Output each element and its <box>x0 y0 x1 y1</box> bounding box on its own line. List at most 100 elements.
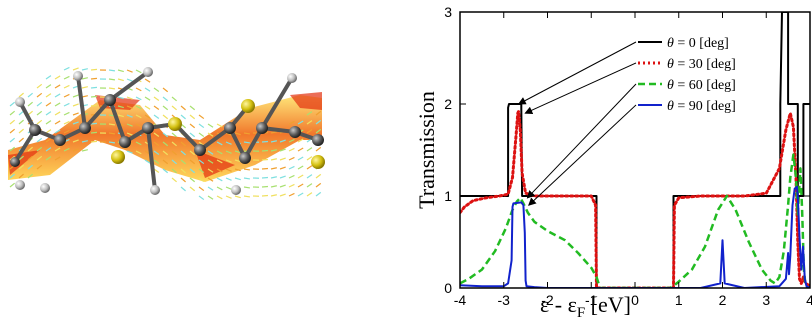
current-arrow <box>243 168 251 171</box>
current-arrow <box>36 155 43 161</box>
current-arrow <box>270 185 277 188</box>
current-arrow <box>126 123 133 127</box>
annotation-arrow-3 <box>528 104 637 206</box>
current-arrow <box>243 186 251 189</box>
current-arrow <box>90 104 98 107</box>
carbon-atom <box>119 136 131 148</box>
current-arrow <box>207 177 214 182</box>
current-arrow <box>126 69 133 73</box>
current-arrow <box>72 103 79 107</box>
current-arrow <box>54 147 61 152</box>
current-arrow <box>27 101 34 107</box>
current-arrow <box>306 165 313 170</box>
current-arrow <box>45 129 52 134</box>
x-tick-label: -3 <box>498 292 511 308</box>
current-arrow <box>54 156 61 161</box>
current-arrow <box>297 183 304 188</box>
current-arrow <box>36 92 43 98</box>
current-arrow <box>90 77 98 80</box>
current-arrow <box>63 66 70 71</box>
current-arrow <box>90 68 98 71</box>
current-arrow <box>18 164 24 170</box>
current-arrow <box>288 174 295 179</box>
current-arrow <box>153 132 160 138</box>
y-tick-label: 3 <box>444 4 452 20</box>
current-arrow <box>270 158 277 161</box>
current-arrow <box>171 177 177 183</box>
current-arrow <box>54 102 61 107</box>
current-arrow <box>261 176 269 179</box>
current-arrow <box>90 131 98 134</box>
current-arrow <box>189 177 196 183</box>
series-line-2 <box>460 153 810 288</box>
carbon-atom <box>104 94 116 106</box>
current-arrow <box>108 78 116 81</box>
current-arrow <box>117 69 124 73</box>
current-arrow <box>180 150 186 156</box>
current-arrow <box>171 132 177 138</box>
current-arrow <box>288 165 295 170</box>
current-arrow <box>306 129 313 134</box>
x-tick-label: -1 <box>585 292 598 308</box>
current-arrow <box>27 146 34 152</box>
current-arrow <box>45 111 52 116</box>
current-arrow <box>279 166 286 170</box>
current-arrow <box>63 129 70 134</box>
carbon-atom <box>312 134 324 146</box>
current-arrow <box>81 77 88 80</box>
current-arrow <box>261 167 269 170</box>
current-arrow <box>153 168 160 174</box>
current-arrow <box>117 78 124 82</box>
current-arrow <box>225 177 232 181</box>
carbon-atom <box>239 152 251 164</box>
current-arrow <box>18 173 24 179</box>
current-arrow <box>171 150 177 156</box>
current-arrow <box>54 129 61 134</box>
current-arrow <box>126 105 133 109</box>
current-arrow <box>18 119 24 125</box>
sulfur-atom <box>111 150 125 164</box>
current-arrow <box>90 122 98 125</box>
current-arrow <box>207 186 214 191</box>
current-arrow <box>243 132 251 135</box>
legend-label-1: θ = 30 [deg] <box>667 57 736 72</box>
current-arrow <box>135 141 142 146</box>
current-arrow <box>243 195 251 198</box>
current-arrow <box>108 141 116 144</box>
sulfur-atom <box>311 155 325 169</box>
current-arrow <box>198 123 205 129</box>
current-arrow <box>225 159 232 163</box>
current-arrow <box>234 195 241 199</box>
current-arrow <box>261 149 269 152</box>
current-arrow <box>288 156 295 161</box>
current-arrow <box>207 150 214 155</box>
current-arrow <box>189 132 196 138</box>
current-arrow <box>189 105 196 111</box>
current-arrow <box>216 168 223 173</box>
carbon-atom <box>54 134 66 146</box>
current-arrow <box>315 146 322 152</box>
current-arrow <box>270 140 277 143</box>
current-arrow <box>162 132 169 138</box>
current-arrow <box>297 156 304 161</box>
y-tick-label: 0 <box>444 280 452 296</box>
current-arrow <box>288 138 295 143</box>
current-arrow <box>90 95 98 98</box>
current-arrow <box>288 183 295 188</box>
current-arrow <box>261 194 269 197</box>
current-arrow <box>36 83 43 89</box>
current-arrow <box>306 183 313 188</box>
current-arrow <box>198 195 205 201</box>
current-arrow <box>54 111 61 116</box>
current-arrow <box>171 141 177 147</box>
current-arrow <box>207 132 214 137</box>
arrow-annotations <box>517 41 637 206</box>
current-arrow <box>180 141 186 147</box>
current-arrow <box>171 96 177 102</box>
legend-label-3: θ = 90 [deg] <box>667 99 736 114</box>
x-tick-label: 3 <box>762 292 770 308</box>
current-arrow <box>216 186 223 191</box>
current-arrow <box>225 186 232 190</box>
current-arrow <box>63 102 70 107</box>
current-arrow <box>144 96 151 101</box>
